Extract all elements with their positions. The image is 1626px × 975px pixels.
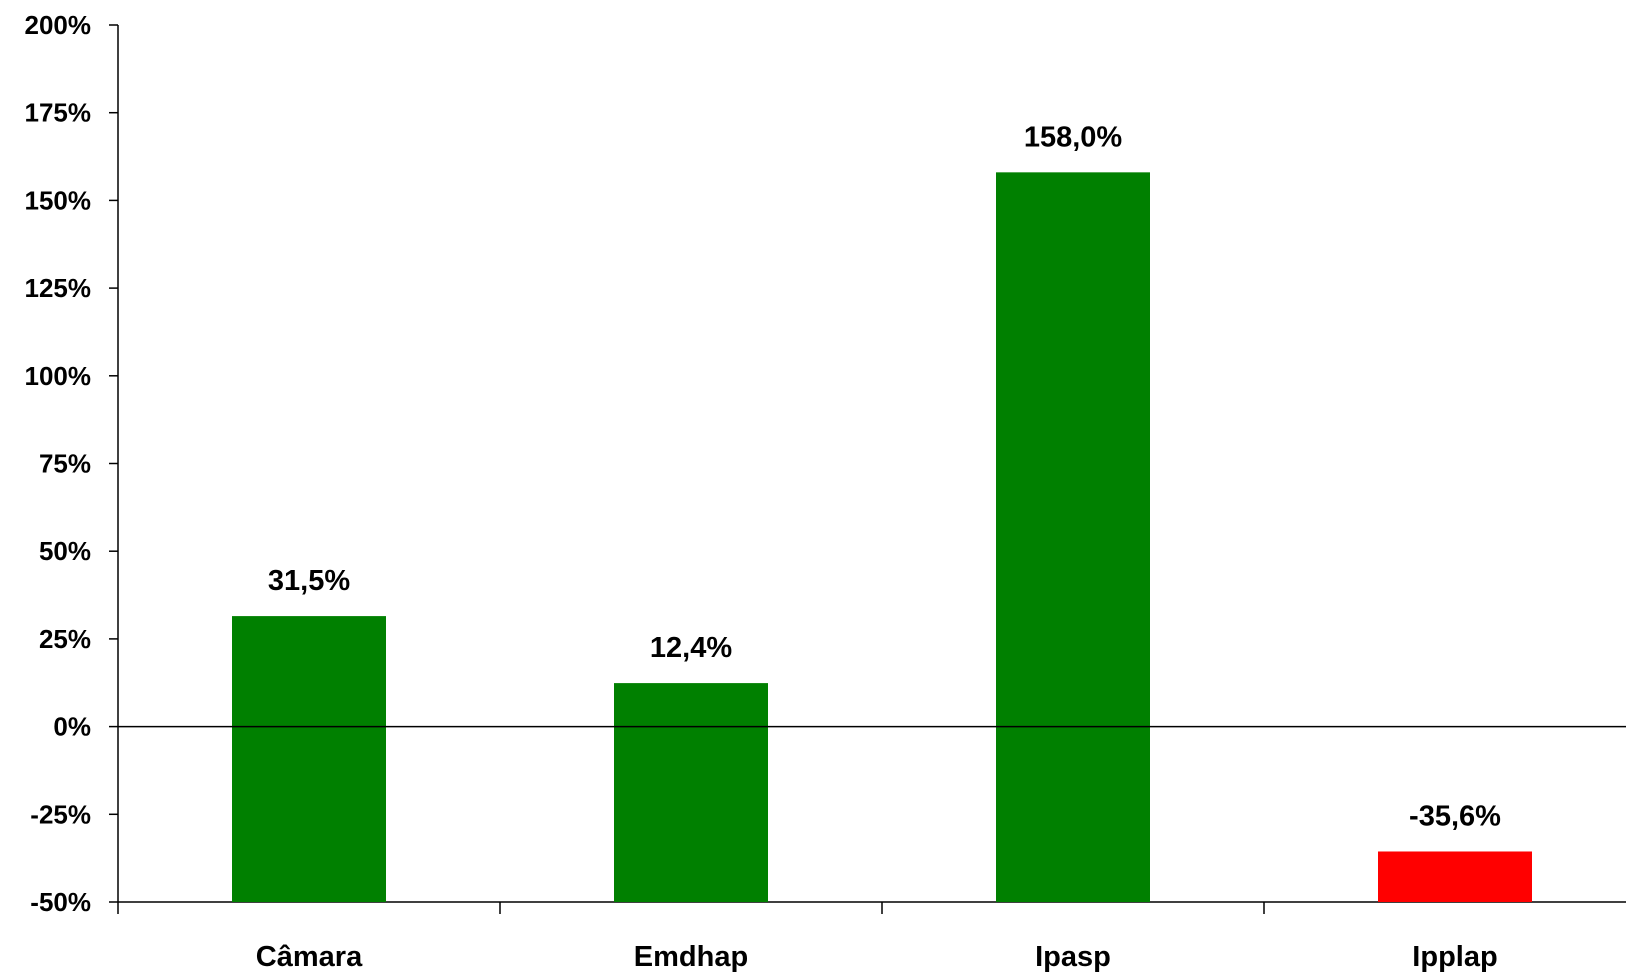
x-axis: Câmara Emdhap Ipasp Ipplap [117,901,1626,973]
bar-ipasp [996,172,1150,902]
data-label: 12,4% [650,632,732,664]
y-tick-label: 25% [39,624,91,654]
y-tick-label: 175% [25,98,92,128]
y-tick-label: 0% [53,712,91,742]
y-tick-label: 100% [25,361,92,391]
data-label: -35,6% [1409,800,1501,832]
y-tick-label: -25% [30,799,91,829]
y-tick-label: 150% [25,185,92,215]
bar-câmara [232,616,386,902]
y-tick-label: 125% [25,273,92,303]
data-label: 158,0% [1024,121,1123,153]
y-tick-label: 200% [25,10,92,40]
y-tick-label: 50% [39,536,91,566]
x-tick-label: Câmara [256,941,363,973]
y-tick-label: -50% [30,887,91,917]
bar-emdhap [614,683,768,902]
y-axis: 200% 175% 150% 125% 100% 75% 50% 25% 0% -25% -50% [25,10,119,917]
data-label: 31,5% [268,565,350,597]
y-tick-label: 75% [39,449,91,479]
data-labels: 31,5% 12,4% 158,0% -35,6% [268,121,1501,832]
x-tick-label: Ipplap [1412,941,1497,973]
x-tick-label: Ipasp [1035,941,1111,973]
bars [232,172,1532,902]
bar-ipplap [1378,851,1532,902]
x-tick-label: Emdhap [634,941,748,973]
